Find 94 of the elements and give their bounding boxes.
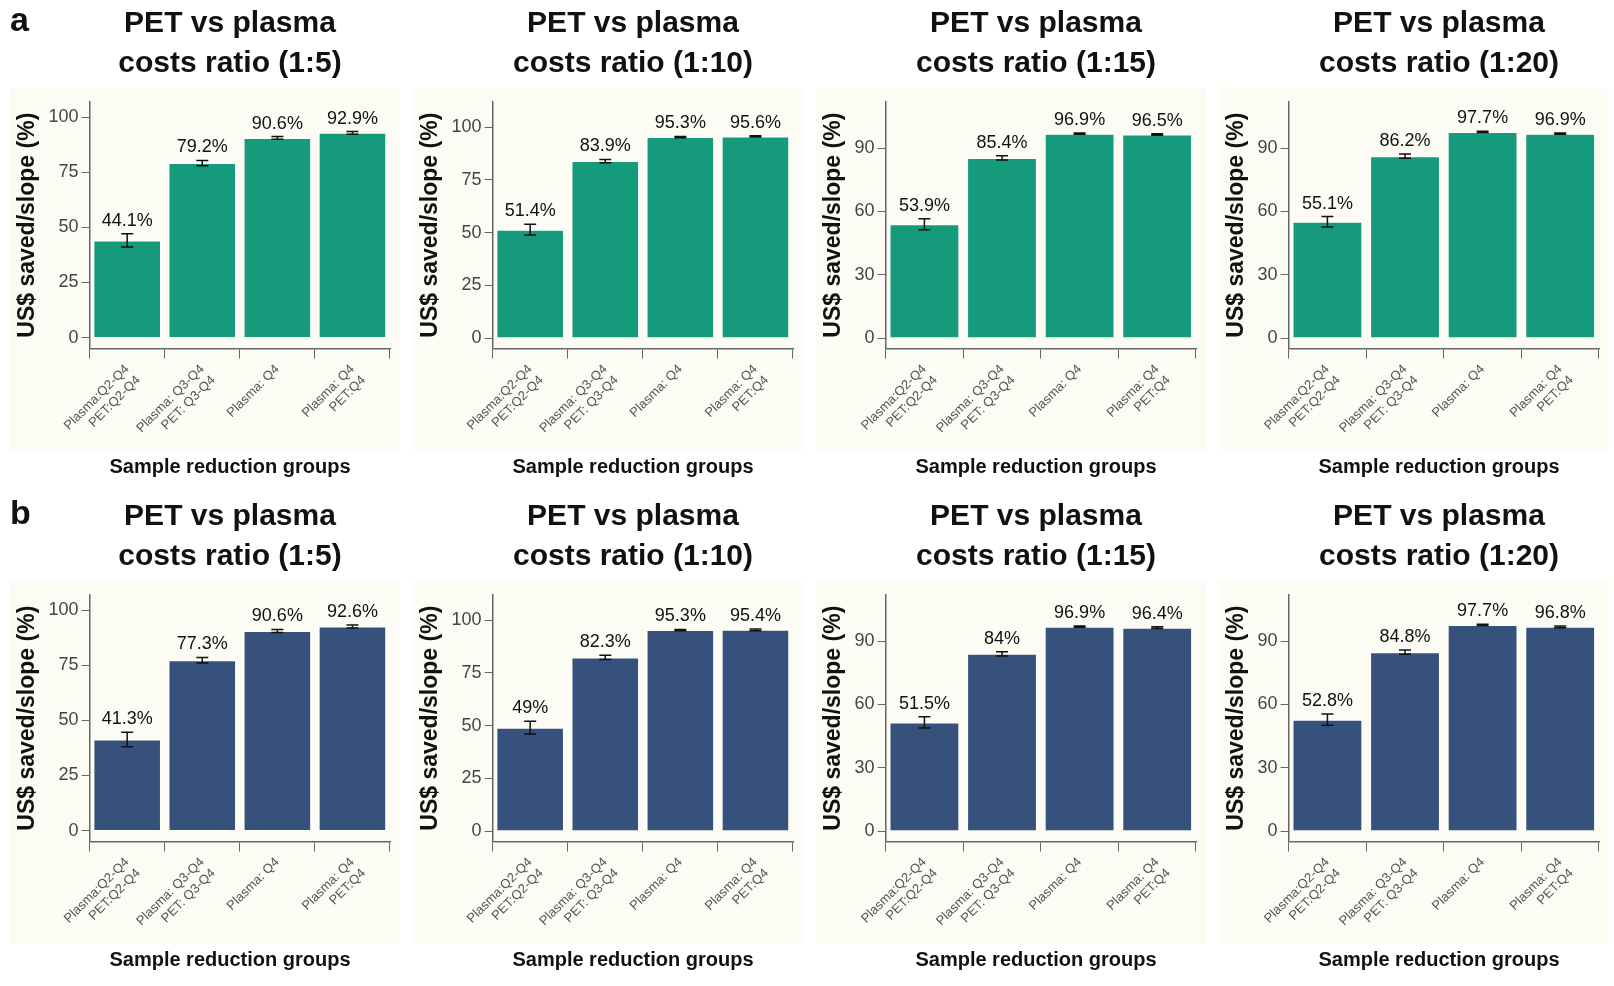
data-label: 95.4% (729, 604, 781, 625)
data-label: 96.9% (1534, 108, 1586, 129)
y-tick-label: 100 (451, 609, 482, 630)
data-label: 95.3% (654, 112, 706, 133)
y-tick-label: 50 (58, 709, 79, 730)
chart-title: PET vs plasma costs ratio (1:20) (1317, 497, 1561, 573)
y-tick-label: 50 (58, 216, 79, 237)
data-label: 84% (984, 627, 1021, 648)
y-tick-label: 25 (58, 271, 79, 292)
chart-title: PET vs plasma costs ratio (1:5) (117, 4, 343, 80)
y-tick-label: 90 (854, 137, 875, 158)
y-tick-label: 25 (461, 274, 482, 295)
data-label: 96.5% (1131, 109, 1183, 130)
text: a (10, 0, 29, 39)
y-tick-label: 0 (1267, 820, 1278, 841)
data-label: 95.3% (654, 605, 706, 626)
data-label: 90.6% (251, 112, 303, 133)
chart-title: PET vs plasma costs ratio (1:15) (914, 4, 1158, 80)
data-label: 82.3% (579, 631, 631, 652)
y-tick-label: 75 (461, 168, 482, 189)
x-axis-title: Sample reduction groups (108, 455, 352, 478)
y-tick-label: 90 (854, 630, 875, 651)
y-tick-label: 0 (68, 819, 79, 840)
data-label: 83.9% (579, 135, 631, 156)
data-label: 97.7% (1457, 107, 1509, 128)
y-tick-label: 30 (1257, 263, 1278, 284)
y-axis-title: US$ saved/slope (%) (416, 605, 443, 831)
text: b (10, 493, 31, 532)
data-label: 96.4% (1131, 602, 1183, 623)
y-tick-label: 50 (461, 221, 482, 242)
x-axis-title: Sample reduction groups (914, 948, 1158, 971)
data-label: 41.3% (101, 708, 153, 729)
y-axis-title: US$ saved/slope (%) (1222, 605, 1249, 831)
data-label: 51.5% (898, 692, 950, 713)
y-tick-label: 60 (1257, 200, 1278, 221)
data-label: 96.9% (1054, 108, 1106, 129)
y-tick-label: 90 (1257, 630, 1278, 651)
y-tick-label: 75 (58, 654, 79, 675)
y-tick-label: 100 (451, 116, 482, 137)
data-label: 52.8% (1301, 689, 1353, 710)
y-tick-label: 25 (58, 764, 79, 785)
chart-title: PET vs plasma costs ratio (1:5) (117, 497, 343, 573)
data-label: 97.7% (1457, 600, 1509, 621)
data-label: 79.2% (176, 136, 228, 157)
y-tick-label: 50 (461, 714, 482, 735)
y-axis-title: US$ saved/slope (%) (819, 112, 846, 338)
y-tick-label: 100 (48, 599, 79, 620)
data-label: 55.1% (1301, 192, 1353, 213)
y-tick-label: 60 (1257, 693, 1278, 714)
y-tick-label: 0 (471, 327, 482, 348)
data-label: 96.8% (1534, 601, 1586, 622)
data-label: 77.3% (176, 633, 228, 654)
y-axis-title: US$ saved/slope (%) (13, 605, 40, 831)
data-label: 92.9% (326, 107, 378, 128)
data-label: 84.8% (1379, 626, 1431, 647)
y-tick-label: 0 (471, 820, 482, 841)
data-label: 53.9% (898, 194, 950, 215)
x-axis-title: Sample reduction groups (108, 948, 352, 971)
x-axis-title: Sample reduction groups (1317, 455, 1561, 478)
chart-title: PET vs plasma costs ratio (1:10) (511, 4, 755, 80)
data-label: 96.9% (1054, 601, 1106, 622)
data-label: 86.2% (1379, 130, 1431, 151)
data-label: 51.4% (504, 200, 556, 221)
chart-title: PET vs plasma costs ratio (1:10) (511, 497, 755, 573)
y-tick-label: 30 (854, 263, 875, 284)
y-tick-label: 60 (854, 693, 875, 714)
y-tick-label: 30 (1257, 756, 1278, 777)
y-tick-label: 75 (58, 161, 79, 182)
y-axis-title: US$ saved/slope (%) (13, 112, 40, 338)
data-label: 44.1% (101, 209, 153, 230)
x-axis-title: Sample reduction groups (511, 455, 755, 478)
y-tick-label: 25 (461, 767, 482, 788)
y-tick-label: 100 (48, 106, 79, 127)
y-axis-title: US$ saved/slope (%) (819, 605, 846, 831)
x-axis-title: Sample reduction groups (914, 455, 1158, 478)
y-axis-title: US$ saved/slope (%) (416, 112, 443, 338)
y-tick-label: 0 (864, 327, 875, 348)
y-tick-label: 0 (864, 820, 875, 841)
chart-title: PET vs plasma costs ratio (1:15) (914, 497, 1158, 573)
data-label: 49% (512, 697, 549, 718)
y-tick-label: 0 (68, 326, 79, 347)
x-axis-title: Sample reduction groups (1317, 948, 1561, 971)
y-axis-title: US$ saved/slope (%) (1222, 112, 1249, 338)
y-tick-label: 0 (1267, 327, 1278, 348)
data-label: 90.6% (251, 605, 303, 626)
data-label: 95.6% (729, 111, 781, 132)
y-tick-label: 90 (1257, 137, 1278, 158)
y-tick-label: 30 (854, 756, 875, 777)
chart-title: PET vs plasma costs ratio (1:20) (1317, 4, 1561, 80)
data-label: 85.4% (976, 131, 1028, 152)
data-label: 92.6% (326, 600, 378, 621)
y-tick-label: 60 (854, 200, 875, 221)
x-axis-title: Sample reduction groups (511, 948, 755, 971)
y-tick-label: 75 (461, 661, 482, 682)
